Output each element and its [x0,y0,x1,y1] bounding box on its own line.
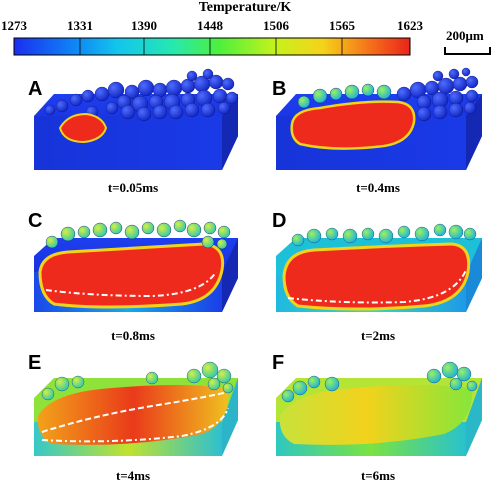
colorbar-tick-label: 1390 [131,18,157,33]
panel-e-time: t=4ms [115,468,151,483]
panel-label-f: F [272,352,285,374]
panel-b-image [274,66,486,176]
panel-a-image [32,66,242,176]
panel-label-c: C [28,210,43,232]
colorbar-tick-label: 1565 [329,18,355,33]
panel-e-image [32,352,242,464]
scale-bar-label: 200μm [446,28,484,43]
colorbar-tick-label: 1448 [197,18,223,33]
panel-f-time: t=6ms [360,468,396,483]
panel-c-image [32,212,242,320]
panel-label-d: D [272,210,287,232]
panel-label-e: E [28,352,42,374]
panel-a-time: t=0.05ms [107,180,159,195]
colorbar [13,37,411,56]
panel-label-a: A [28,78,43,100]
colorbar-tick-label: 1506 [263,18,289,33]
colorbar-title: Temperature/K [198,0,292,15]
panel-label-b: B [272,78,287,100]
scale-bar [444,46,492,56]
colorbar-tick-label: 1273 [1,18,27,33]
panel-b-time: t=0.4ms [356,180,400,195]
colorbar-tick-label: 1331 [67,18,93,33]
panel-d-image [274,212,486,320]
panel-d-time: t=2ms [360,328,396,343]
panel-f-image [274,352,486,464]
colorbar-tick-label: 1623 [397,18,423,33]
panel-c-time: t=0.8ms [111,328,155,343]
